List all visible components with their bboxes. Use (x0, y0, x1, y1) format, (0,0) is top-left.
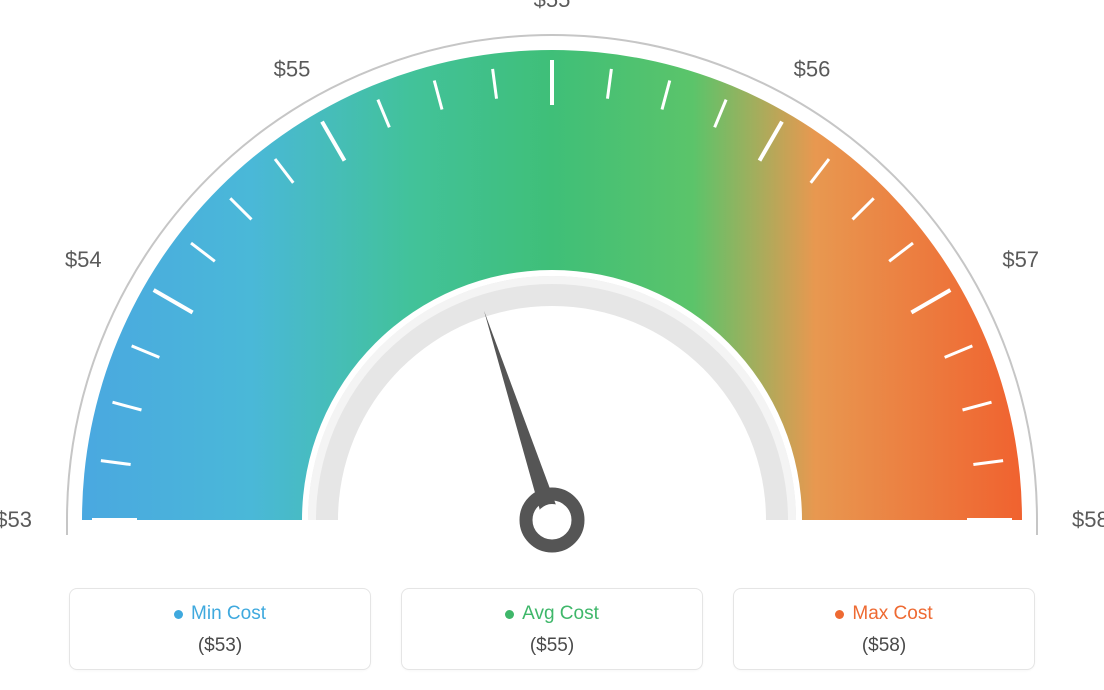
legend-card-min: Min Cost ($53) (69, 588, 371, 670)
legend-title-max: Max Cost (835, 603, 932, 625)
legend-label-min: Min Cost (191, 603, 266, 625)
gauge-tick-label: $55 (274, 57, 311, 82)
gauge-chart-container: $53 $54 $55 $55 $56 $57 $58 Min Cost ($53) Avg… (0, 0, 1104, 690)
legend-value-min: ($53) (70, 635, 370, 657)
gauge-area: $53 $54 $55 $55 $56 $57 $58 (0, 0, 1104, 560)
gauge-tick-label: $54 (65, 247, 102, 272)
legend-row: Min Cost ($53) Avg Cost ($55) Max Cost (… (0, 588, 1104, 670)
gauge-tick-label: $55 (534, 0, 571, 12)
gauge-tick-label: $58 (1072, 507, 1104, 532)
legend-title-min: Min Cost (174, 603, 266, 625)
legend-card-max: Max Cost ($58) (733, 588, 1035, 670)
gauge-hub-hole (536, 504, 568, 536)
gauge-tick-label: $57 (1002, 247, 1039, 272)
legend-label-avg: Avg Cost (522, 603, 599, 625)
dot-icon-min (174, 610, 183, 619)
gauge-tick-label: $56 (794, 57, 831, 82)
legend-title-avg: Avg Cost (505, 603, 599, 625)
legend-card-avg: Avg Cost ($55) (401, 588, 703, 670)
dot-icon-avg (505, 610, 514, 619)
gauge-tick-label: $53 (0, 507, 32, 532)
legend-value-max: ($58) (734, 635, 1034, 657)
legend-value-avg: ($55) (402, 635, 702, 657)
dot-icon-max (835, 610, 844, 619)
gauge-svg: $53 $54 $55 $55 $56 $57 $58 (0, 0, 1104, 560)
legend-label-max: Max Cost (852, 603, 932, 625)
